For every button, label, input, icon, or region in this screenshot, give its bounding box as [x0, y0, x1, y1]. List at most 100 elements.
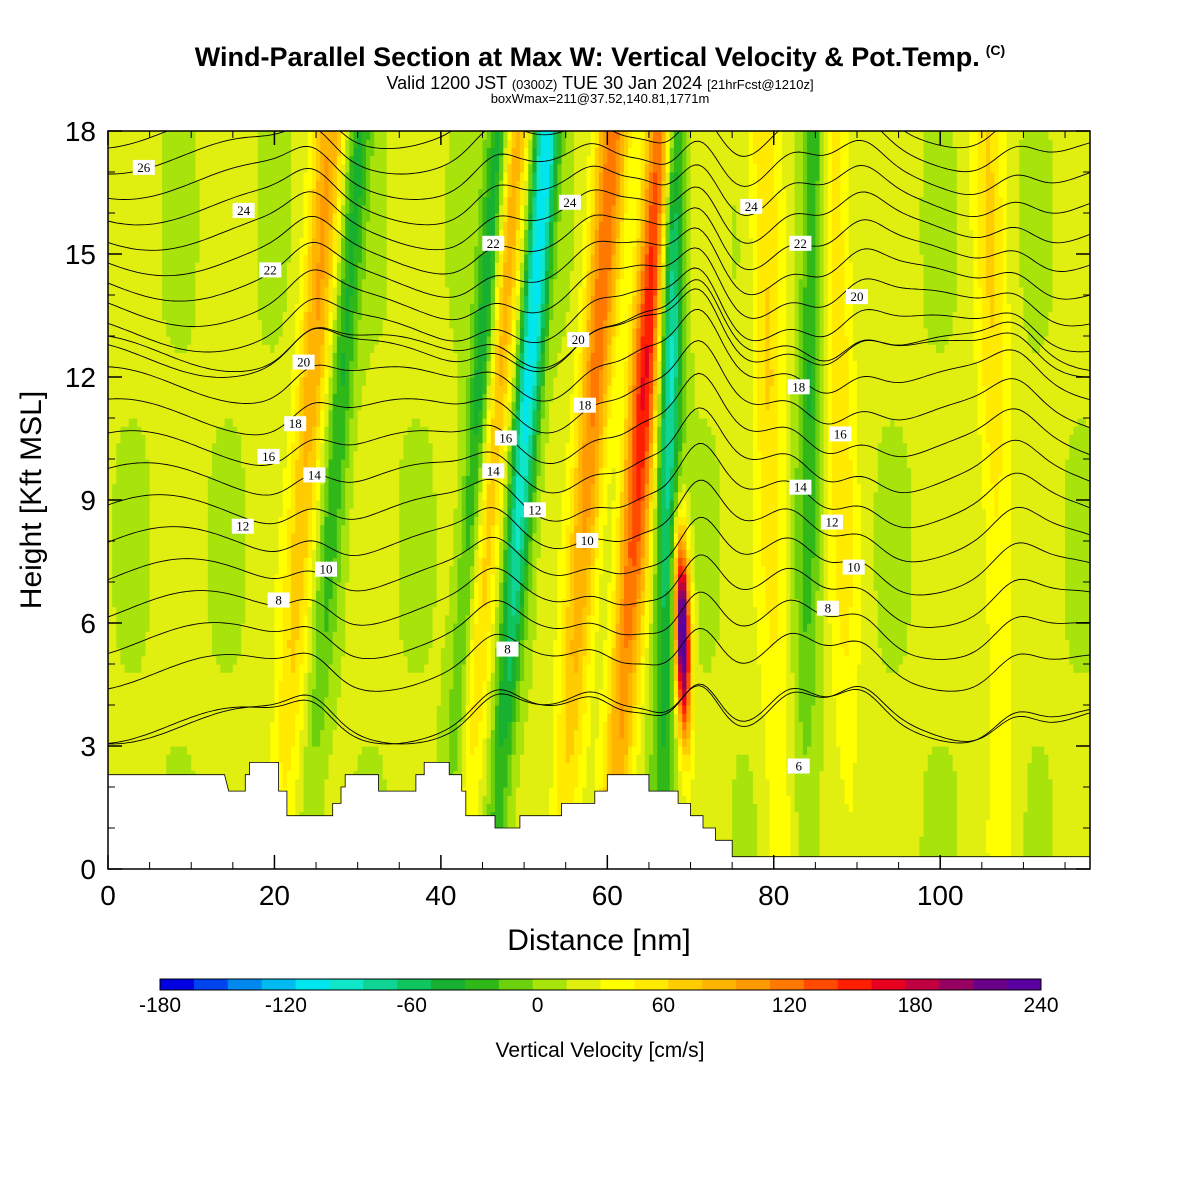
- velocity-cell: [287, 771, 292, 780]
- velocity-cell: [204, 566, 209, 575]
- velocity-cell: [116, 623, 121, 632]
- velocity-cell: [162, 713, 167, 722]
- velocity-cell: [329, 213, 334, 222]
- velocity-cell: [304, 803, 309, 812]
- velocity-cell: [154, 607, 159, 616]
- velocity-cell: [204, 352, 209, 361]
- velocity-cell: [208, 213, 213, 222]
- velocity-cell: [304, 590, 309, 599]
- velocity-cell: [304, 705, 309, 714]
- velocity-cell: [220, 434, 225, 443]
- velocity-cell: [324, 336, 329, 345]
- velocity-cell: [249, 533, 254, 542]
- velocity-cell: [333, 754, 338, 763]
- velocity-cell: [154, 303, 159, 312]
- velocity-cell: [145, 328, 150, 337]
- velocity-cell: [245, 295, 250, 304]
- velocity-cell: [229, 721, 234, 730]
- velocity-cell: [141, 434, 146, 443]
- velocity-cell: [141, 328, 146, 337]
- velocity-cell: [162, 254, 167, 263]
- velocity-cell: [299, 721, 304, 730]
- velocity-cell: [316, 549, 321, 558]
- velocity-cell: [212, 721, 217, 730]
- velocity-cell: [233, 738, 238, 747]
- velocity-cell: [129, 434, 134, 443]
- velocity-cell: [175, 172, 180, 181]
- velocity-cell: [145, 689, 150, 698]
- velocity-cell: [312, 246, 317, 255]
- velocity-cell: [270, 656, 275, 665]
- velocity-cell: [291, 533, 296, 542]
- velocity-cell: [279, 139, 284, 148]
- velocity-cell: [175, 738, 180, 747]
- velocity-cell: [225, 164, 230, 173]
- velocity-cell: [274, 508, 279, 517]
- velocity-cell: [225, 352, 230, 361]
- velocity-cell: [233, 541, 238, 550]
- velocity-cell: [216, 164, 221, 173]
- velocity-cell: [179, 615, 184, 624]
- velocity-cell: [145, 213, 150, 222]
- velocity-cell: [125, 598, 130, 607]
- velocity-cell: [312, 197, 317, 206]
- velocity-cell: [158, 410, 163, 419]
- velocity-cell: [320, 730, 325, 739]
- velocity-cell: [208, 328, 213, 337]
- velocity-cell: [120, 205, 125, 214]
- velocity-cell: [204, 270, 209, 279]
- velocity-cell: [225, 508, 230, 517]
- velocity-cell: [158, 689, 163, 698]
- velocity-cell: [283, 721, 288, 730]
- velocity-cell: [329, 492, 334, 501]
- velocity-cell: [175, 467, 180, 476]
- velocity-cell: [308, 336, 313, 345]
- velocity-cell: [195, 377, 200, 386]
- velocity-cell: [258, 180, 263, 189]
- velocity-cell: [158, 631, 163, 640]
- velocity-cell: [200, 664, 205, 673]
- velocity-cell: [245, 147, 250, 156]
- velocity-cell: [291, 164, 296, 173]
- velocity-cell: [308, 516, 313, 525]
- velocity-cell: [133, 721, 138, 730]
- velocity-cell: [249, 434, 254, 443]
- velocity-cell: [233, 172, 238, 181]
- velocity-cell: [112, 254, 117, 263]
- velocity-cell: [254, 549, 259, 558]
- velocity-cell: [120, 730, 125, 739]
- velocity-cell: [154, 549, 159, 558]
- velocity-cell: [287, 188, 292, 197]
- velocity-cell: [208, 352, 213, 361]
- velocity-cell: [216, 238, 221, 247]
- velocity-cell: [225, 328, 230, 337]
- velocity-cell: [158, 623, 163, 632]
- velocity-cell: [166, 689, 171, 698]
- velocity-cell: [191, 279, 196, 288]
- velocity-cell: [320, 451, 325, 460]
- velocity-cell: [191, 475, 196, 484]
- velocity-cell: [329, 516, 334, 525]
- velocity-cell: [116, 713, 121, 722]
- velocity-cell: [237, 246, 242, 255]
- velocity-cell: [233, 598, 238, 607]
- velocity-cell: [175, 623, 180, 632]
- velocity-cell: [195, 426, 200, 435]
- velocity-cell: [162, 229, 167, 238]
- velocity-cell: [262, 689, 267, 698]
- velocity-cell: [220, 680, 225, 689]
- velocity-cell: [274, 180, 279, 189]
- velocity-cell: [258, 287, 263, 296]
- velocity-cell: [208, 426, 213, 435]
- velocity-cell: [170, 295, 175, 304]
- velocity-cell: [183, 516, 188, 525]
- velocity-cell: [304, 377, 309, 386]
- velocity-cell: [270, 295, 275, 304]
- velocity-cell: [304, 525, 309, 534]
- velocity-cell: [279, 221, 284, 230]
- velocity-cell: [137, 475, 142, 484]
- velocity-cell: [254, 238, 259, 247]
- velocity-cell: [133, 516, 138, 525]
- velocity-cell: [175, 320, 180, 329]
- velocity-cell: [116, 639, 121, 648]
